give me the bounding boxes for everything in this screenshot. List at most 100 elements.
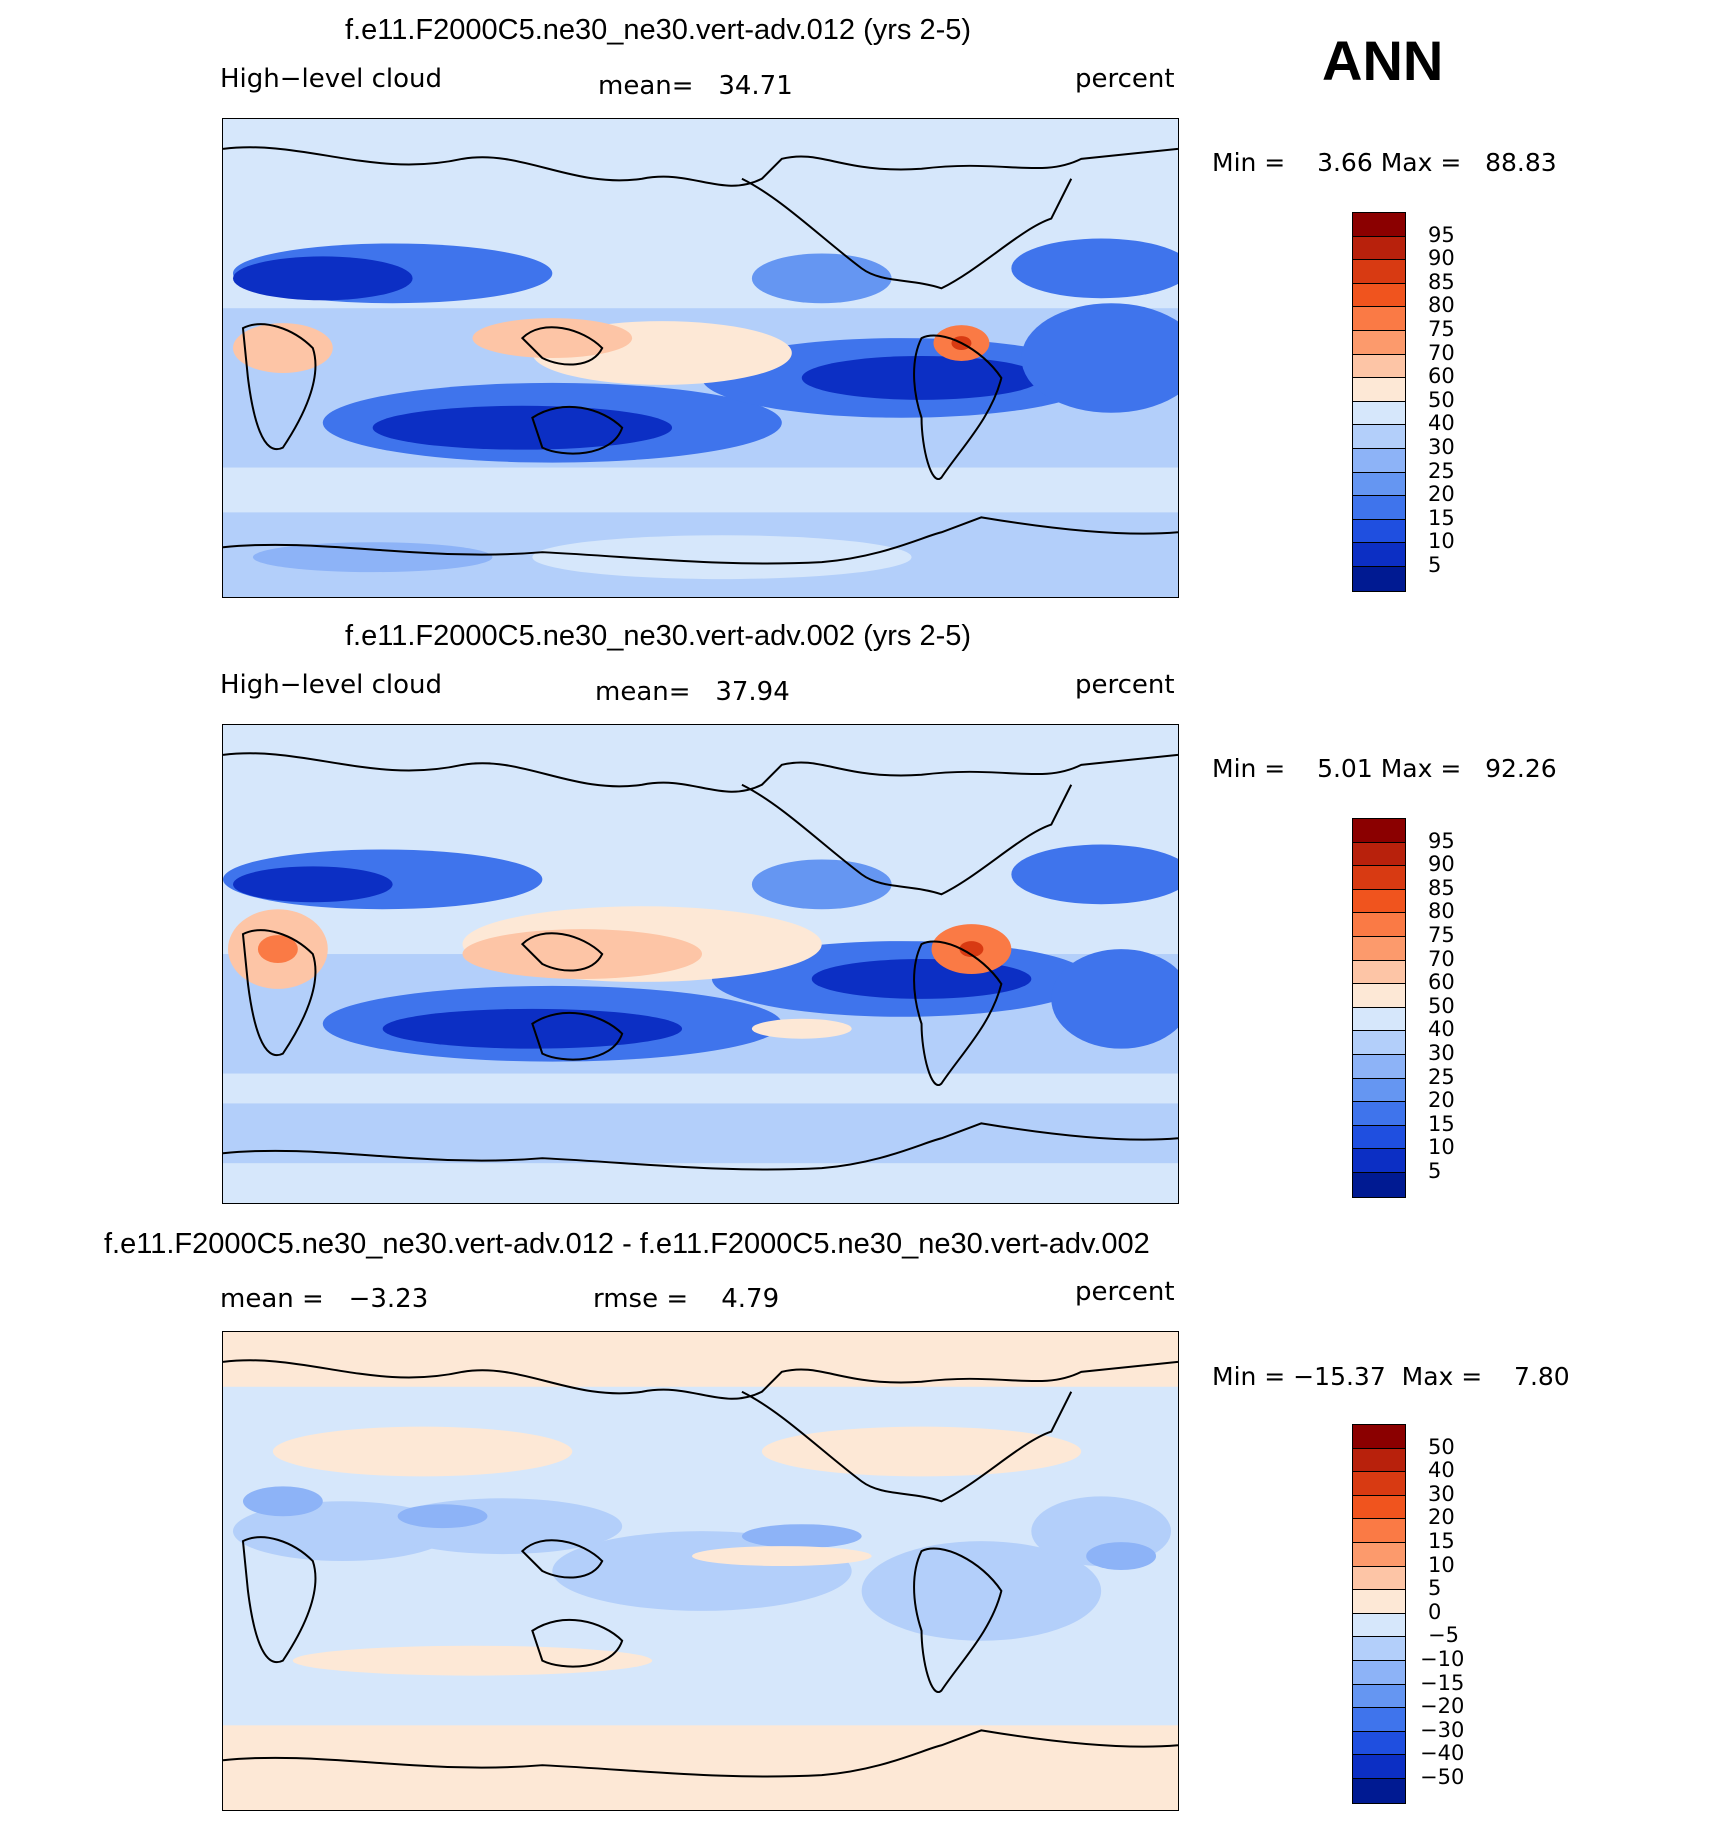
colorbar-swatch	[1353, 260, 1405, 284]
colorbar-swatch	[1353, 401, 1405, 426]
colorbar-tick-label: 70	[1428, 946, 1455, 971]
colorbar-tick-label: 25	[1428, 458, 1455, 483]
panel-3-title: f.e11.F2000C5.ne30_ne30.vert-adv.012 - f…	[104, 1228, 1150, 1260]
panel-3-map	[222, 1331, 1179, 1811]
colorbar-swatch	[1353, 1172, 1405, 1197]
colorbar-swatch	[1353, 425, 1405, 449]
panel-1-map-plot	[223, 119, 1178, 597]
panel-1-colorbar	[1352, 212, 1406, 592]
panel-3-minmax: Min = −15.37 Max = 7.80	[1212, 1362, 1570, 1391]
colorbar-tick-label: 25	[1428, 1064, 1455, 1089]
colorbar-tick-label: 50	[1428, 993, 1455, 1018]
colorbar-swatch	[1353, 1778, 1405, 1803]
panel-2-minmax: Min = 5.01 Max = 92.26	[1212, 754, 1557, 783]
colorbar-tick-label: 30	[1428, 1481, 1455, 1506]
colorbar-tick-label: 30	[1428, 1041, 1455, 1065]
colorbar-tick-label: 20	[1428, 1505, 1455, 1530]
colorbar-tick-label: 50	[1428, 387, 1455, 412]
colorbar-tick-label: 90	[1428, 852, 1455, 877]
season-label: ANN	[1322, 29, 1444, 92]
colorbar-swatch	[1353, 543, 1405, 567]
colorbar-tick-label: 95	[1428, 222, 1455, 247]
colorbar-tick-label: 5	[1428, 1159, 1442, 1183]
colorbar-tick-label: 20	[1428, 482, 1455, 507]
panel-3-rmse: rmse = 4.79	[593, 1284, 780, 1314]
panel-2-colorbar	[1352, 818, 1406, 1198]
colorbar-swatch	[1353, 354, 1405, 379]
colorbar-swatch	[1353, 1684, 1405, 1709]
colorbar-swatch	[1353, 283, 1405, 308]
colorbar-tick-label: −30	[1420, 1717, 1465, 1742]
colorbar-tick-label: 70	[1428, 340, 1455, 365]
panel-1-map	[222, 118, 1179, 598]
panel-2-map	[222, 724, 1179, 1204]
colorbar-swatch	[1353, 1566, 1405, 1591]
panel-3-mean: mean = −3.23	[220, 1284, 429, 1314]
colorbar-tick-label: −10	[1420, 1647, 1465, 1671]
panel-1-units: percent	[1075, 64, 1175, 94]
panel-3-units: percent	[1075, 1277, 1175, 1307]
colorbar-swatch	[1353, 1425, 1405, 1449]
colorbar-swatch	[1353, 842, 1405, 867]
colorbar-swatch	[1353, 819, 1405, 843]
colorbar-tick-label: 60	[1428, 970, 1455, 995]
colorbar-tick-label: 40	[1428, 411, 1455, 436]
panel-3-colorbar	[1352, 1424, 1406, 1804]
colorbar-swatch	[1353, 448, 1405, 473]
colorbar-tick-label: 75	[1428, 923, 1455, 947]
colorbar-swatch	[1353, 496, 1405, 520]
colorbar-swatch	[1353, 1472, 1405, 1496]
colorbar-tick-label: 60	[1428, 364, 1455, 389]
colorbar-swatch	[1353, 1731, 1405, 1756]
colorbar-tick-label: 95	[1428, 828, 1455, 853]
colorbar-tick-label: 10	[1428, 1135, 1455, 1160]
colorbar-swatch	[1353, 307, 1405, 331]
colorbar-swatch	[1353, 330, 1405, 355]
colorbar-swatch	[1353, 889, 1405, 914]
colorbar-swatch	[1353, 472, 1405, 497]
panel-1-title: f.e11.F2000C5.ne30_ne30.vert-adv.012 (yr…	[345, 14, 972, 46]
colorbar-swatch	[1353, 1660, 1405, 1685]
colorbar-tick-label: 40	[1428, 1017, 1455, 1042]
colorbar-swatch	[1353, 1149, 1405, 1173]
colorbar-tick-label: 80	[1428, 899, 1455, 924]
colorbar-tick-label: 15	[1428, 1529, 1455, 1553]
colorbar-swatch	[1353, 566, 1405, 591]
colorbar-swatch	[1353, 866, 1405, 890]
colorbar-tick-label: 5	[1428, 1576, 1442, 1601]
colorbar-swatch	[1353, 1031, 1405, 1055]
colorbar-swatch	[1353, 1078, 1405, 1103]
colorbar-swatch	[1353, 236, 1405, 261]
colorbar-tick-label: 15	[1428, 1111, 1455, 1136]
colorbar-tick-label: −5	[1428, 1623, 1459, 1648]
colorbar-tick-label: 20	[1428, 1088, 1455, 1113]
panel-3-map-plot	[223, 1332, 1178, 1810]
colorbar-tick-label: 10	[1428, 1552, 1455, 1577]
colorbar-tick-label: −40	[1420, 1741, 1465, 1766]
colorbar-tick-label: 15	[1428, 505, 1455, 530]
colorbar-tick-label: 80	[1428, 293, 1455, 318]
colorbar-swatch	[1353, 1448, 1405, 1473]
colorbar-swatch	[1353, 913, 1405, 937]
colorbar-swatch	[1353, 1708, 1405, 1732]
colorbar-tick-label: 90	[1428, 246, 1455, 271]
colorbar-tick-label: 0	[1428, 1599, 1442, 1624]
colorbar-swatch	[1353, 378, 1405, 402]
colorbar-tick-label: −50	[1420, 1765, 1465, 1789]
colorbar-swatch	[1353, 1519, 1405, 1543]
panel-2-units: percent	[1075, 670, 1175, 700]
colorbar-swatch	[1353, 960, 1405, 985]
panel-2-mean: mean= 37.94	[595, 677, 790, 707]
colorbar-tick-label: 85	[1428, 269, 1455, 294]
colorbar-tick-label: 30	[1428, 435, 1455, 459]
panel-1-mean: mean= 34.71	[598, 71, 793, 101]
colorbar-tick-label: 75	[1428, 317, 1455, 341]
colorbar-swatch	[1353, 519, 1405, 544]
colorbar-tick-label: −15	[1420, 1670, 1465, 1695]
panel-2-variable-label: High−level cloud	[220, 670, 443, 700]
colorbar-swatch	[1353, 1125, 1405, 1150]
colorbar-swatch	[1353, 1007, 1405, 1032]
colorbar-swatch	[1353, 1637, 1405, 1661]
colorbar-swatch	[1353, 1054, 1405, 1079]
colorbar-tick-label: −20	[1420, 1694, 1465, 1719]
